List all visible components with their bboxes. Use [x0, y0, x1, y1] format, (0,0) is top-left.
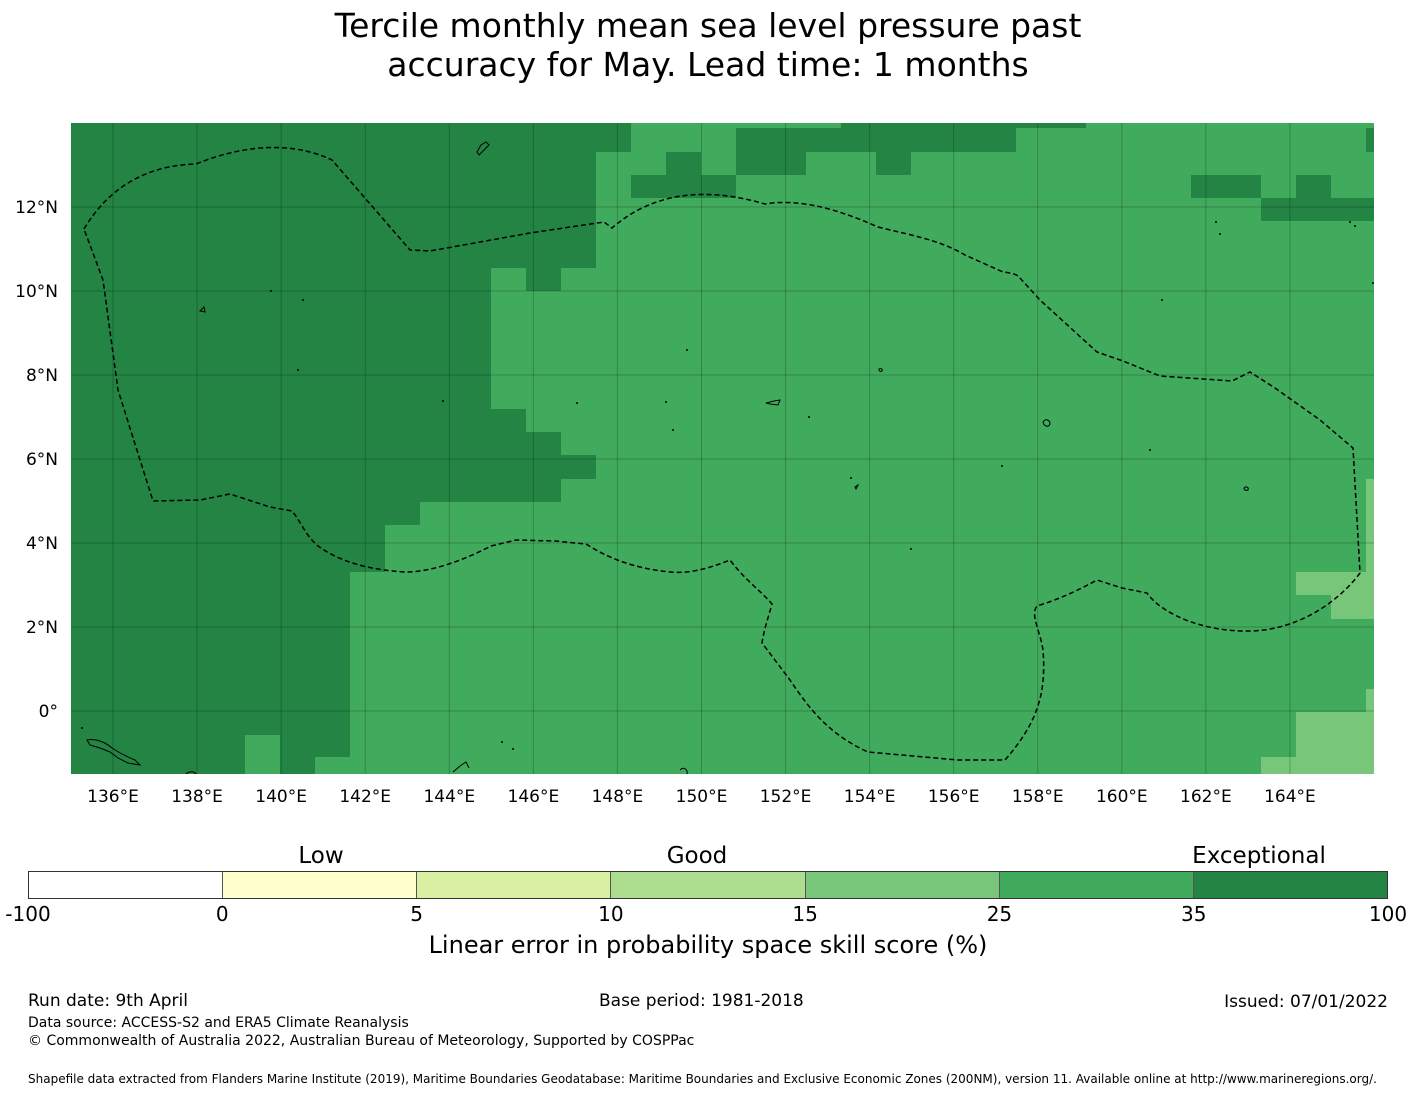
x-tick-label: 152°E	[760, 787, 812, 807]
x-tick-label: 136°E	[87, 787, 139, 807]
colorbar-tick-label: 15	[792, 902, 818, 926]
skill-region-good-cell	[1366, 479, 1374, 572]
y-tick-labels: 0° 2°N 4°N 6°N 8°N 10°N 12°N	[15, 198, 58, 722]
colorbar-tick-label: 5	[410, 902, 423, 926]
x-tick-label: 160°E	[1096, 787, 1148, 807]
skill-region-exceptional-cell	[1261, 198, 1374, 221]
colorbar-tick-label: 25	[986, 902, 1013, 926]
colorbar-tick-label: 100	[1368, 902, 1408, 926]
skill-region-exceptional-cell	[1296, 175, 1331, 198]
shapefile-attribution: Shapefile data extracted from Flanders M…	[28, 1072, 1377, 1086]
gridlines	[71, 123, 1374, 774]
category-label-good: Good	[666, 843, 728, 869]
data-source: Data source: ACCESS-S2 and ERA5 Climate …	[28, 1015, 409, 1031]
x-tick-label: 162°E	[1180, 787, 1232, 807]
colorbar	[28, 871, 1388, 899]
colorbar-segment	[29, 872, 223, 898]
y-tick-label: 2°N	[26, 618, 58, 638]
category-label-low: Low	[298, 843, 344, 869]
x-tick-labels: 136°E 138°E 140°E 142°E 144°E 146°E 148°E 150°E…	[87, 787, 1316, 807]
x-tick-label: 142°E	[339, 787, 391, 807]
x-tick-label: 158°E	[1012, 787, 1064, 807]
x-tick-label: 146°E	[508, 787, 560, 807]
issued-date: Issued: 07/01/2022	[1224, 992, 1388, 1012]
colorbar-segment	[804, 872, 999, 898]
skill-region-exceptional-north	[736, 123, 1086, 175]
y-tick-label: 8°N	[26, 366, 58, 386]
y-tick-label: 10°N	[15, 282, 58, 302]
colorbar-tick-label: 0	[215, 902, 229, 926]
skill-region-exceptional-west	[71, 123, 631, 774]
island-dots	[81, 221, 1374, 750]
title-line-1: Tercile monthly mean sea level pressure …	[334, 6, 1082, 45]
y-tick-label: 0°	[39, 702, 58, 722]
colorbar-segment	[1192, 872, 1387, 898]
colorbar-tick-label: 10	[598, 902, 624, 926]
chart-title: Tercile monthly mean sea level pressure …	[0, 6, 1416, 84]
colorbar-segment	[416, 872, 611, 898]
island-outlines	[86, 141, 1249, 774]
y-tick-label: 12°N	[15, 198, 58, 218]
map-area	[71, 123, 1374, 774]
x-tick-label: 150°E	[676, 787, 728, 807]
copyright: © Commonwealth of Australia 2022, Austra…	[28, 1033, 695, 1049]
skill-region-good-east	[1296, 572, 1374, 619]
y-tick-label: 4°N	[26, 534, 58, 554]
skill-region-good-southeast	[1261, 689, 1374, 774]
run-date: Run date: 9th April	[28, 991, 188, 1011]
title-line-2: accuracy for May. Lead time: 1 months	[387, 45, 1029, 84]
x-tick-label: 138°E	[171, 787, 223, 807]
skill-region-exceptional-cell	[631, 175, 736, 198]
eez-boundary	[83, 146, 1361, 761]
skill-region-exceptional-cell	[1191, 175, 1261, 198]
category-label-exceptional: Exceptional	[1192, 843, 1326, 869]
colorbar-segment	[610, 872, 805, 898]
x-tick-label: 144°E	[423, 787, 475, 807]
colorbar-segment	[998, 872, 1193, 898]
x-tick-label: 156°E	[928, 787, 980, 807]
x-tick-label: 148°E	[592, 787, 644, 807]
colorbar-tick-label: 35	[1180, 902, 1207, 926]
skill-region-exceptional-cell	[1366, 128, 1374, 152]
colorbar-title: Linear error in probability space skill …	[428, 931, 988, 959]
colorbar-tick-label: -100	[5, 902, 51, 926]
y-tick-label: 6°N	[26, 450, 58, 470]
x-tick-label: 154°E	[844, 787, 896, 807]
base-period: Base period: 1981-2018	[599, 991, 804, 1011]
skill-map: 136°E 138°E 140°E 142°E 144°E 146°E 148°E 150°E…	[15, 123, 1374, 807]
x-tick-label: 140°E	[255, 787, 307, 807]
x-tick-label: 164°E	[1264, 787, 1316, 807]
colorbar-segment	[222, 872, 417, 898]
skill-region-exceptional-cell	[666, 152, 701, 175]
